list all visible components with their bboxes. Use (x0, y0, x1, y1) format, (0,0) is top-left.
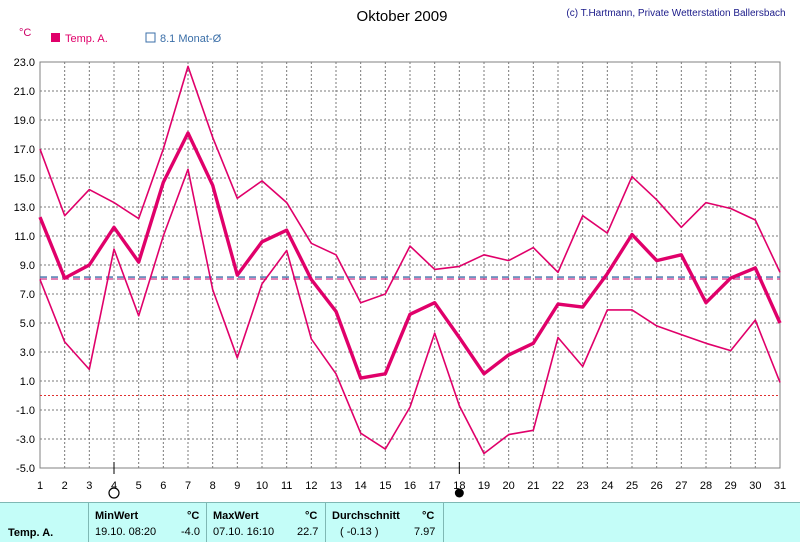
avg-deviation: ( -0.13 ) (340, 526, 379, 538)
y-tick-label: -1.0 (16, 405, 35, 417)
y-tick-label: 21.0 (14, 86, 35, 98)
max-datetime: 07.10. 16:10 (213, 526, 275, 538)
legend-swatch-average (145, 32, 156, 43)
y-tick-label: 9.0 (20, 260, 35, 272)
x-tick-label: 25 (626, 480, 638, 492)
x-tick-label: 18 (453, 480, 465, 492)
x-tick-label: 12 (305, 480, 317, 492)
y-tick-label: 7.0 (20, 289, 35, 301)
max-value: 22.7 (297, 526, 319, 538)
y-tick-label: -3.0 (16, 434, 35, 446)
x-tick-label: 30 (749, 480, 761, 492)
max-unit: °C (305, 510, 318, 522)
x-tick-label: 13 (330, 480, 342, 492)
stats-max-column: MaxWert °C 07.10. 16:10 22.7 (206, 503, 325, 542)
statistics-panel: Temp. A. MinWert °C 19.10. 08:20 -4.0 Ma… (0, 502, 800, 542)
y-tick-label: 13.0 (14, 202, 35, 214)
credit-text: (c) T.Hartmann, Private Wetterstation Ba… (566, 8, 785, 19)
unit-label: °C (19, 27, 31, 39)
x-tick-label: 19 (478, 480, 490, 492)
x-tick-label: 31 (774, 480, 786, 492)
legend-label-temp: Temp. A. (65, 33, 108, 45)
stats-avg-column: Durchschnitt °C ( -0.13 ) 7.97 (325, 503, 444, 542)
x-tick-label: 27 (675, 480, 687, 492)
y-tick-label: 15.0 (14, 173, 35, 185)
stats-row-label: Temp. A. (8, 527, 54, 539)
x-tick-label: 1 (37, 480, 43, 492)
y-tick-label: 1.0 (20, 376, 35, 388)
min-unit: °C (187, 510, 200, 522)
full-moon-icon (108, 487, 120, 499)
x-tick-label: 28 (700, 480, 712, 492)
new-moon-icon (454, 488, 464, 498)
x-tick-label: 29 (725, 480, 737, 492)
legend-label-average: 8.1 Monat-Ø (160, 33, 222, 45)
x-tick-label: 9 (234, 480, 240, 492)
x-tick-label: 14 (355, 480, 367, 492)
y-tick-label: 11.0 (14, 231, 35, 243)
x-tick-label: 20 (503, 480, 515, 492)
x-tick-label: 23 (577, 480, 589, 492)
x-tick-label: 5 (136, 480, 142, 492)
y-tick-label: 19.0 (14, 115, 35, 127)
avg-value: 7.97 (414, 526, 436, 538)
x-tick-label: 22 (552, 480, 564, 492)
y-tick-label: 23.0 (14, 57, 35, 69)
min-datetime: 19.10. 08:20 (95, 526, 157, 538)
avg-unit: °C (422, 510, 435, 522)
x-tick-label: 16 (404, 480, 416, 492)
avg-header: Durchschnitt (332, 510, 400, 522)
min-temperature-line (39, 168, 781, 455)
max-header: MaxWert (213, 510, 259, 522)
x-tick-label: 11 (281, 480, 292, 492)
legend-swatch-temp (51, 33, 60, 42)
legend: Temp. A. 8.1 Monat-Ø (51, 32, 222, 45)
x-tick-label: 15 (379, 480, 391, 492)
x-tick-label: 10 (256, 480, 268, 492)
x-tick-label: 4 (111, 480, 117, 492)
y-tick-label: 5.0 (20, 318, 35, 330)
temperature-chart: Oktober 2009 (c) T.Hartmann, Private Wet… (14, 8, 786, 499)
x-tick-label: 17 (429, 480, 441, 492)
chart-title: Oktober 2009 (357, 8, 448, 25)
plot-area: 23.021.019.017.015.013.011.09.07.05.03.0… (14, 57, 786, 499)
min-value: -4.0 (181, 526, 200, 538)
max-temperature-line (39, 65, 781, 304)
x-tick-label: 7 (185, 480, 191, 492)
y-tick-label: 3.0 (20, 347, 35, 359)
y-tick-label: -5.0 (16, 463, 35, 475)
plot-frame (39, 61, 781, 469)
x-tick-label: 2 (62, 480, 68, 492)
x-tick-label: 24 (601, 480, 613, 492)
x-tick-label: 8 (210, 480, 216, 492)
mean-temperature-line (38, 131, 782, 380)
x-tick-label: 26 (651, 480, 663, 492)
min-header: MinWert (95, 510, 139, 522)
x-tick-label: 3 (86, 480, 92, 492)
x-tick-label: 6 (160, 480, 166, 492)
stats-min-column: MinWert °C 19.10. 08:20 -4.0 (88, 503, 206, 542)
x-tick-label: 21 (527, 480, 539, 492)
y-tick-label: 17.0 (14, 144, 35, 156)
